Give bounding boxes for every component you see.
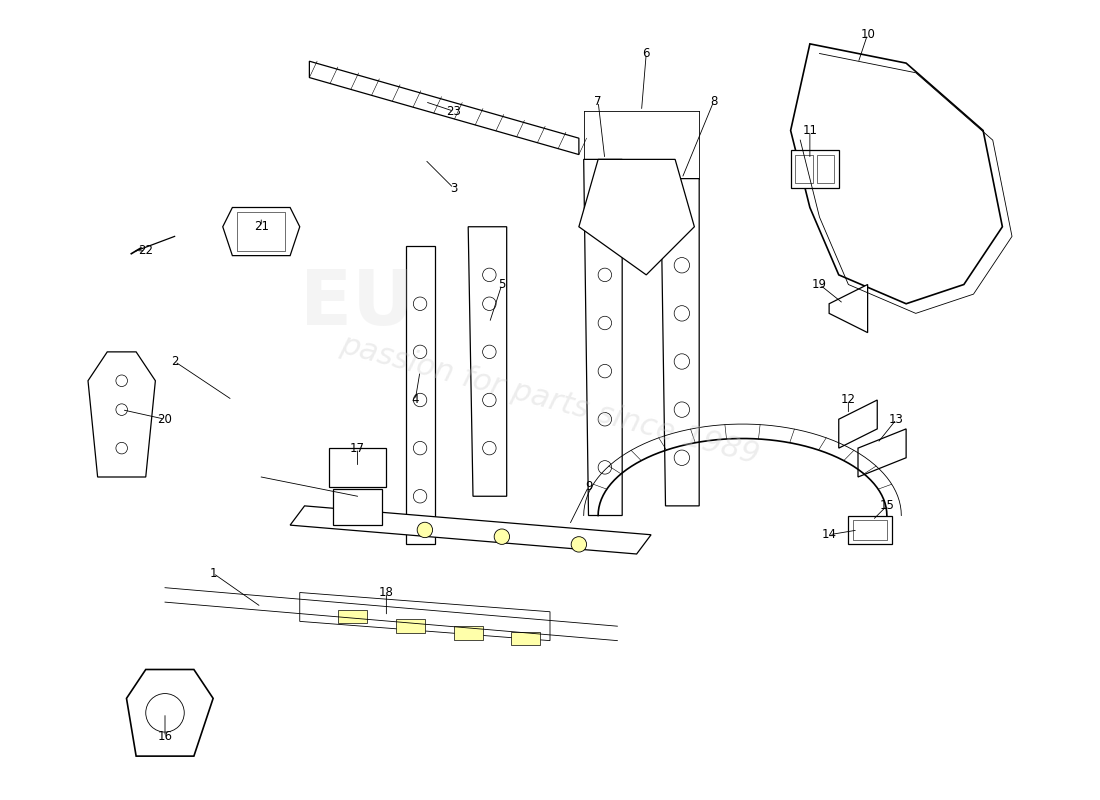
Circle shape [674,306,690,321]
Polygon shape [222,207,299,256]
Circle shape [598,461,612,474]
Polygon shape [829,285,868,333]
Text: 15: 15 [879,499,894,512]
Circle shape [598,413,612,426]
Text: EU: EU [300,266,415,341]
Text: 16: 16 [157,730,173,743]
Circle shape [483,442,496,455]
Circle shape [116,375,128,386]
Text: 19: 19 [812,278,827,291]
Bar [396,619,425,633]
Circle shape [116,442,128,454]
Text: 8: 8 [710,95,717,108]
Circle shape [483,268,496,282]
Polygon shape [469,226,507,496]
Text: 10: 10 [860,28,876,41]
Text: 3: 3 [450,182,458,194]
Circle shape [674,258,690,273]
Circle shape [414,394,427,406]
Polygon shape [329,448,386,486]
Circle shape [674,354,690,369]
Bar [339,610,367,623]
Text: 17: 17 [350,442,365,454]
Polygon shape [661,178,700,506]
Circle shape [417,522,432,538]
Circle shape [483,297,496,310]
Polygon shape [791,44,1002,304]
Bar [453,626,483,640]
Text: 11: 11 [802,124,817,137]
Circle shape [146,694,185,732]
Polygon shape [579,159,694,275]
Polygon shape [309,62,579,154]
Text: 14: 14 [822,528,837,542]
Text: 23: 23 [447,105,461,118]
Text: 13: 13 [889,413,904,426]
Text: passion for parts since 1989: passion for parts since 1989 [338,330,762,470]
Bar [848,515,892,544]
Circle shape [598,268,612,282]
Circle shape [494,529,509,544]
Bar [238,212,285,251]
Circle shape [598,220,612,234]
Circle shape [571,537,586,552]
Text: 2: 2 [170,355,178,368]
Bar [795,154,813,183]
Circle shape [414,297,427,310]
Polygon shape [406,246,434,544]
Circle shape [116,404,128,415]
Circle shape [598,316,612,330]
Text: 20: 20 [157,413,173,426]
Text: 9: 9 [585,480,592,493]
Text: 12: 12 [840,394,856,406]
Polygon shape [584,159,623,515]
Circle shape [414,490,427,503]
Polygon shape [299,593,550,641]
Polygon shape [126,670,213,756]
Circle shape [598,364,612,378]
Bar [333,489,382,525]
Polygon shape [838,400,878,448]
Circle shape [674,402,690,418]
Text: 21: 21 [254,220,268,234]
Text: 18: 18 [378,586,394,599]
Bar [791,150,838,188]
Circle shape [483,394,496,406]
Text: 4: 4 [411,394,419,406]
Bar [512,632,540,646]
Bar [816,154,834,183]
Circle shape [414,442,427,455]
Text: 7: 7 [594,95,602,108]
Circle shape [674,450,690,466]
Text: 22: 22 [139,244,153,258]
Polygon shape [88,352,155,477]
Polygon shape [290,506,651,554]
Text: 1: 1 [209,566,217,580]
Polygon shape [858,429,906,477]
Text: 6: 6 [642,47,650,60]
Circle shape [483,345,496,358]
Text: 5: 5 [498,278,506,291]
Bar [854,520,887,539]
Circle shape [414,345,427,358]
Circle shape [350,510,365,525]
